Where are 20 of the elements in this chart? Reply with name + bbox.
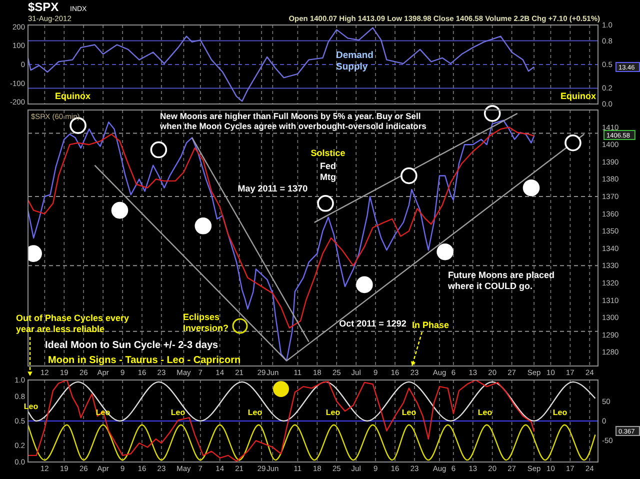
annotation: Future Moons are placed where it COULD go.: [447, 270, 555, 291]
annotation: Oct 2011 = 1292: [339, 318, 406, 328]
annotation: Leo: [552, 408, 568, 417]
chart-title: $SPX: [28, 0, 59, 14]
annotation: Leo: [248, 408, 262, 417]
annotation: Leo: [170, 408, 186, 417]
annotation: Leo: [478, 408, 492, 417]
annotation: Moon in Signs - Taurus - Leo - Capricorn: [48, 355, 241, 366]
annotation: May 2011 = 1370: [238, 183, 308, 194]
annotation: Equinox: [560, 91, 596, 101]
annotation: Solstice: [310, 148, 346, 158]
annotation: In Phase: [412, 320, 450, 330]
annotation: Leo: [326, 408, 340, 417]
annotation: Fed Mtg: [320, 161, 336, 182]
annotation: Equinox: [55, 91, 90, 101]
annotation: Leo: [402, 408, 416, 417]
annotation: Eclipses Inversion?: [183, 312, 229, 333]
annotation: Demand Supply: [336, 50, 374, 72]
annotation: New Moons are higher than Full Moons by 5% a year. Buy or Sell when the Moon Cycles agree with overbought-oversold indicators: [159, 111, 427, 132]
annotation: Ideal Moon to Sun Cycle +/- 2-3 days: [45, 340, 219, 351]
